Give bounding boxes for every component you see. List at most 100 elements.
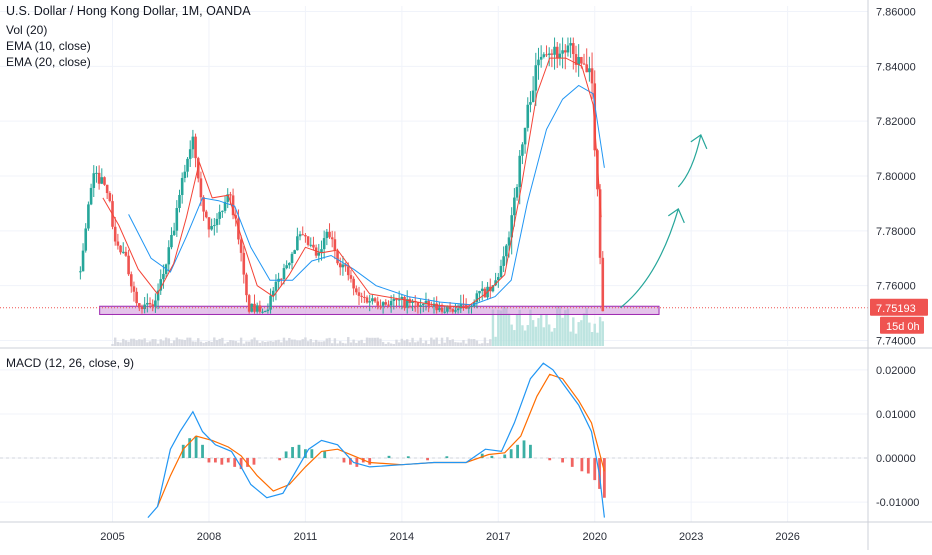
volume-bar <box>266 341 270 346</box>
volume-bar <box>403 340 406 346</box>
volume-bar <box>553 328 556 346</box>
volume-bar <box>580 320 583 346</box>
volume-bar <box>189 337 192 346</box>
volume-bar <box>502 306 505 346</box>
legend-volume[interactable]: Vol (20) <box>6 23 48 37</box>
candle-body <box>97 172 101 184</box>
candle-body <box>537 59 540 66</box>
macd-histogram-bar <box>570 458 574 467</box>
volume-bar <box>298 340 302 346</box>
volume-bar <box>414 342 417 346</box>
volume-bar <box>253 337 256 346</box>
projection-arrows <box>620 133 708 309</box>
volume-bar <box>223 343 227 346</box>
candle-body <box>218 211 221 219</box>
volume-bar <box>197 338 200 346</box>
volume-bar <box>280 342 283 346</box>
volume-bar <box>282 337 286 346</box>
macd-histogram-bar <box>252 458 256 465</box>
volume-bar <box>381 342 385 346</box>
volume-bar <box>462 340 465 346</box>
candle-body <box>223 201 227 211</box>
candle-body <box>167 247 171 265</box>
candle-body <box>545 54 548 56</box>
volume-bar <box>443 342 446 346</box>
candle-body <box>561 50 564 54</box>
candle-body <box>515 187 519 198</box>
volume-bar <box>389 343 393 346</box>
volume-bar <box>601 321 604 346</box>
volume-bar <box>178 339 181 346</box>
candle-body <box>325 231 329 239</box>
candle-body <box>357 292 361 296</box>
volume-bar <box>432 339 436 346</box>
time-axis-tick: 2026 <box>775 531 799 543</box>
volume-bar <box>151 339 154 346</box>
volume-bar <box>422 343 425 346</box>
volume-bar <box>272 341 275 346</box>
legend-macd[interactable]: MACD (12, 26, close, 9) <box>6 356 135 370</box>
candle-body <box>301 234 305 236</box>
volume-bar <box>215 340 219 346</box>
candle-body <box>274 281 278 291</box>
candle-body <box>135 291 138 304</box>
volume-bar <box>162 340 165 346</box>
volume-bar <box>459 342 462 346</box>
ema-lines <box>0 57 868 309</box>
candle-body <box>199 178 203 198</box>
volume-bar <box>172 340 176 346</box>
volume-bar <box>336 343 339 346</box>
volume-bar <box>349 342 353 346</box>
volume-bar <box>247 341 251 346</box>
volume-bar <box>379 338 382 346</box>
macd-histogram-bar <box>246 458 249 467</box>
legend-ema10[interactable]: EMA (10, close) <box>6 39 91 53</box>
volume-bar <box>456 342 460 346</box>
volume-bar <box>296 340 299 346</box>
candle-body <box>438 307 441 311</box>
candle-body <box>510 215 513 238</box>
candle-body <box>285 265 288 269</box>
volume-bar <box>593 323 596 346</box>
candle-body <box>376 301 380 306</box>
candle-body <box>250 303 254 312</box>
volume-bar <box>486 343 489 346</box>
candle-body <box>288 263 291 266</box>
volume-bar <box>446 337 449 346</box>
legend-ema20[interactable]: EMA (20, close) <box>6 55 91 69</box>
volume-bar <box>218 338 221 346</box>
candle-body <box>582 63 586 65</box>
candle-body <box>154 300 157 307</box>
candle-body <box>574 54 578 65</box>
candle-body <box>103 177 106 185</box>
candle-body <box>346 266 350 276</box>
candle-body <box>258 305 262 312</box>
time-axis-tick: 2014 <box>390 531 414 543</box>
volume-bar <box>231 340 235 346</box>
candle-body <box>245 274 248 296</box>
candle-body <box>202 197 205 212</box>
volume-bar <box>245 341 248 346</box>
macd-histogram-bar <box>233 458 237 467</box>
candle-body <box>387 304 390 306</box>
macd-histogram-bar <box>323 451 327 459</box>
candle-body <box>598 189 602 258</box>
volume-bar <box>159 339 162 346</box>
candle-body <box>336 251 339 264</box>
volume-bar <box>202 342 205 346</box>
candle-body <box>124 251 128 256</box>
candle-body <box>247 295 251 312</box>
candle-body <box>590 68 594 84</box>
volume-bar <box>507 313 511 346</box>
volume-bar <box>124 340 128 346</box>
candle-body <box>558 53 562 59</box>
candle-body <box>464 304 468 309</box>
candle-body <box>478 290 481 294</box>
time-axis-tick: 2011 <box>294 531 318 543</box>
volume-bar <box>309 339 312 346</box>
candle-body <box>470 306 473 308</box>
candle-body <box>365 297 369 303</box>
volume-bar <box>175 337 179 346</box>
macd-line <box>147 362 605 518</box>
